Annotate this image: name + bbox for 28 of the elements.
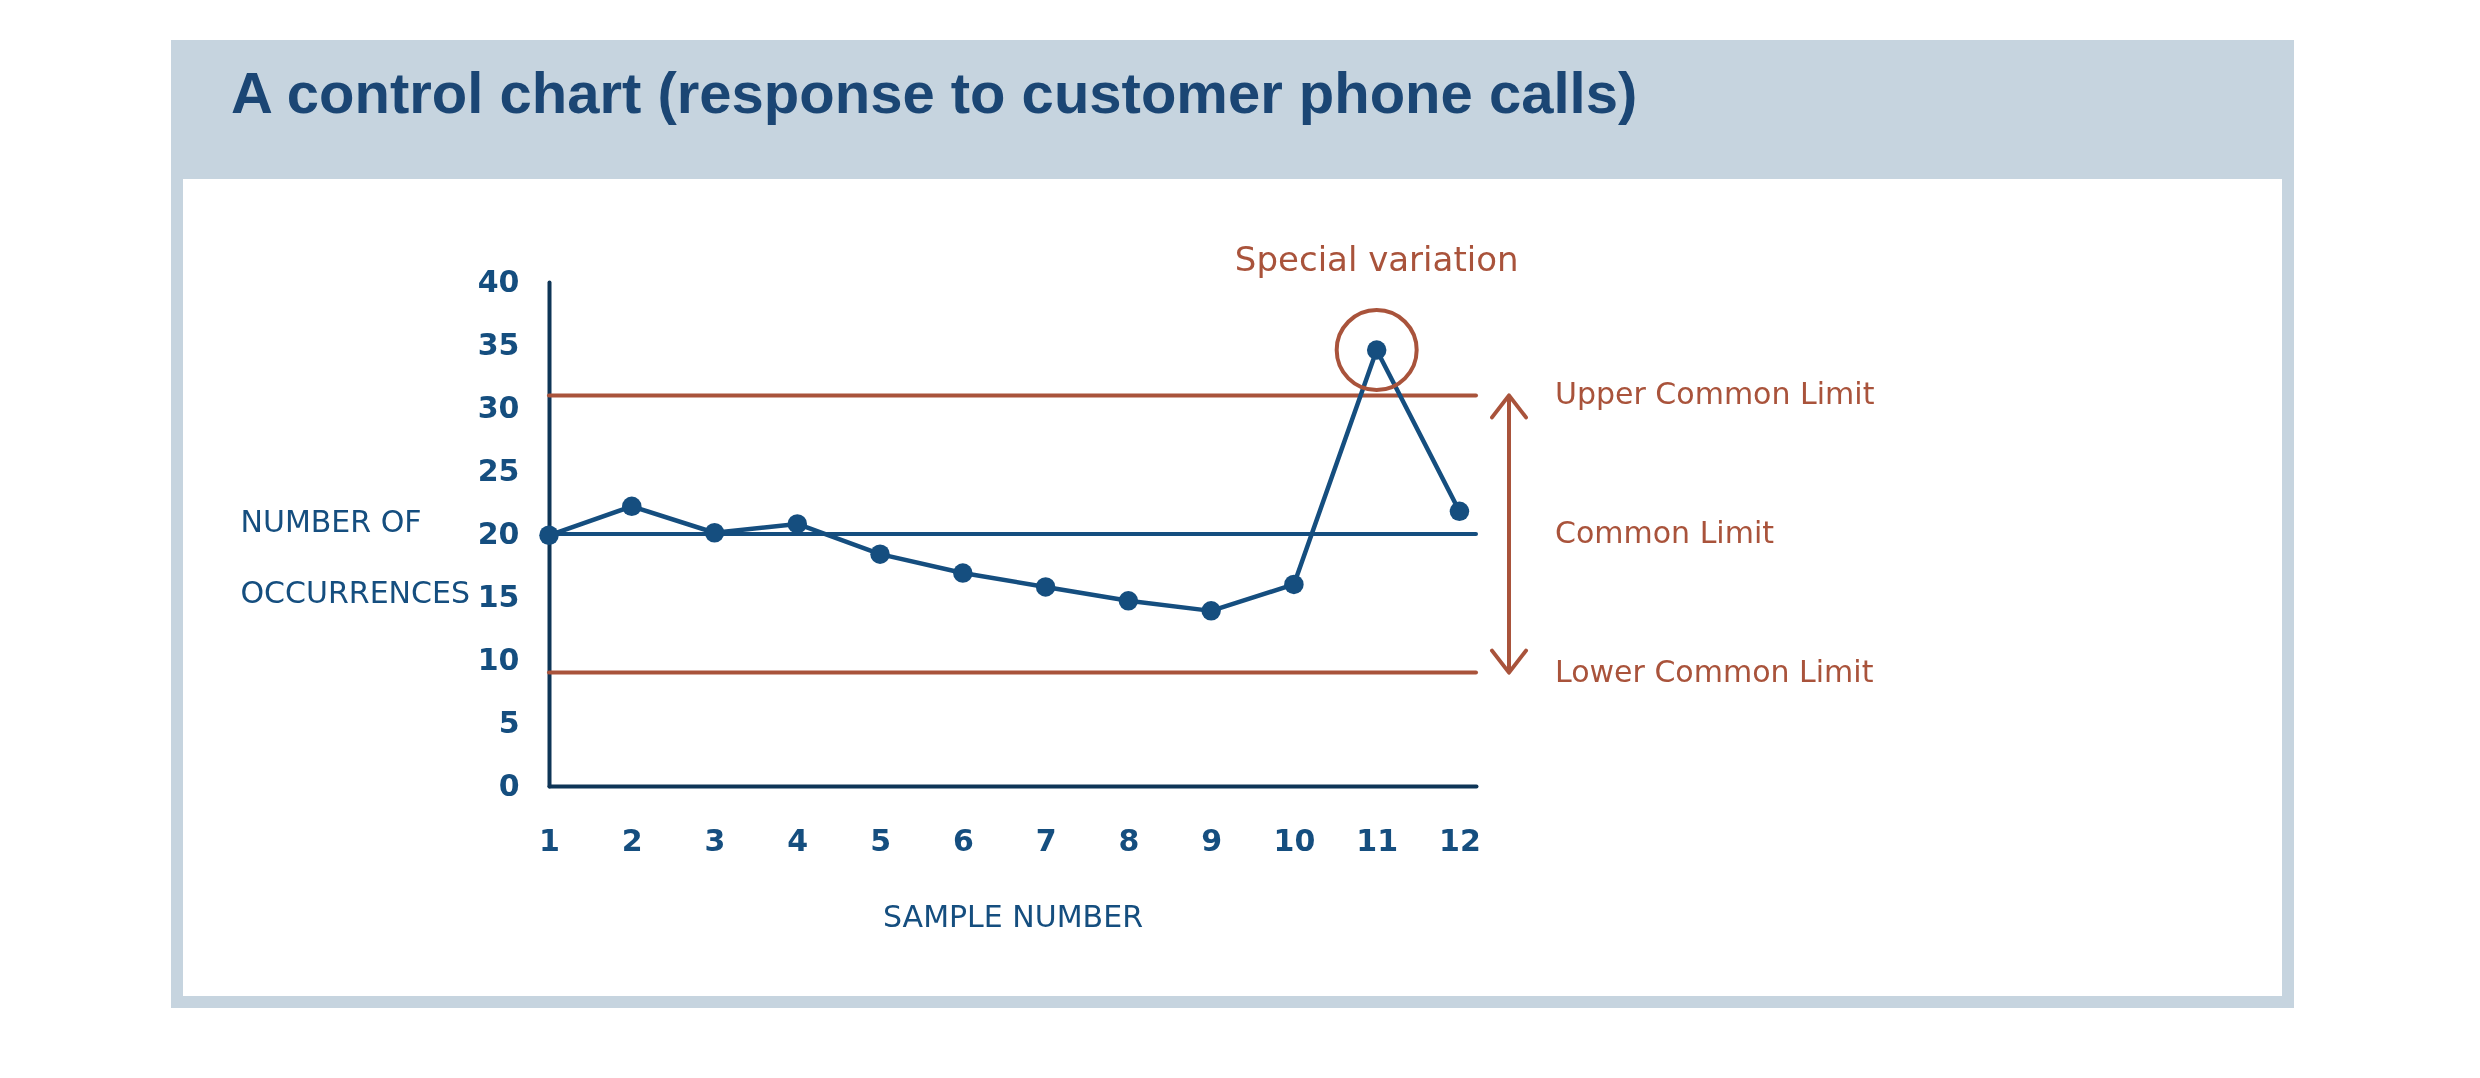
x-tick-label: 3	[704, 822, 726, 858]
x-tick-label: 5	[870, 822, 892, 858]
y-tick-label: 0	[498, 767, 520, 803]
x-tick-label: 8	[1118, 822, 1140, 858]
y-tick-label: 5	[498, 704, 520, 740]
x-tick-label: 7	[1035, 822, 1057, 858]
y-tick-label: 35	[477, 326, 520, 362]
x-tick-label: 6	[952, 822, 974, 858]
ref-line-label: Lower Common Limit	[1555, 653, 1874, 689]
annotation: Special variation	[1234, 239, 1519, 280]
y-tick-label: 30	[477, 389, 520, 425]
x-tick-label: 9	[1201, 822, 1223, 858]
chart-title: A control chart (response to customer phone calls)	[231, 60, 1638, 126]
y-tick-label: 20	[477, 515, 520, 551]
y-tick-label: 10	[477, 641, 520, 677]
y-tick-label: 25	[477, 452, 520, 488]
x-tick-label: 4	[787, 822, 809, 858]
x-tick-label: 11	[1356, 822, 1399, 858]
x-axis-title: SAMPLE NUMBER	[883, 898, 1143, 934]
y-tick-label: 15	[477, 578, 520, 614]
text: NUMBER OF OCCURRENCES	[240, 503, 470, 610]
x-tick-label: 10	[1273, 822, 1316, 858]
x-tick-label: 2	[621, 822, 643, 858]
ref-line-label: Upper Common Limit	[1555, 376, 1875, 412]
x-tick-label: 1	[539, 822, 560, 858]
ref-line-label: Common Limit	[1555, 515, 1775, 550]
y-tick-label: 40	[477, 263, 520, 299]
x-tick-label: 12	[1439, 822, 1481, 858]
